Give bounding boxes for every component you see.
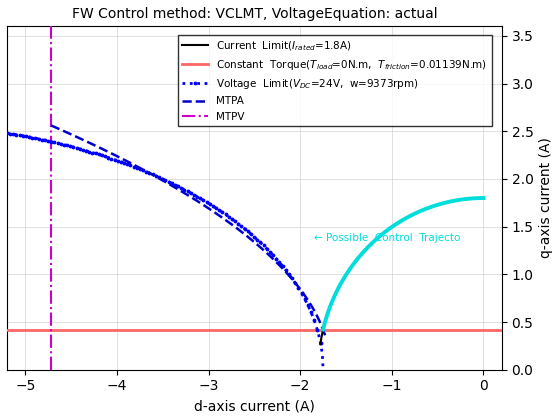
X-axis label: d-axis current (A): d-axis current (A) [194, 399, 315, 413]
Legend: Current  Limit($I_{rated}$=1.8A), Constant  Torque($T_{load}$=0N.m,  $T_{frictio: Current Limit($I_{rated}$=1.8A), Constan… [178, 35, 492, 126]
Current  Limit($I_{rated}$=1.8A) [326, 307, 333, 312]
Voltage  Limit($V_{DC}$=24V,  w=9373rpm) [175, 184, 181, 189]
Voltage  Limit($V_{DC}$=24V,  w=9373rpm) [154, 174, 161, 179]
Current  Limit($I_{rated}$=1.8A) [317, 342, 324, 347]
Constant  Torque($T_{load}$=0N.m,  $T_{friction}$=0.01139N.m) [487, 327, 493, 332]
Voltage  Limit($V_{DC}$=24V,  w=9373rpm) [312, 321, 319, 326]
Voltage  Limit($V_{DC}$=24V,  w=9373rpm) [156, 175, 162, 180]
Title: FW Control method: VCLMT, VoltageEquation: actual: FW Control method: VCLMT, VoltageEquatio… [72, 7, 437, 21]
MTPV [48, 367, 54, 372]
MTPA [211, 209, 217, 214]
Current  Limit($I_{rated}$=1.8A) [323, 317, 329, 322]
Line: Current  Limit($I_{rated}$=1.8A): Current Limit($I_{rated}$=1.8A) [320, 308, 329, 344]
Current  Limit($I_{rated}$=1.8A) [326, 306, 333, 311]
MTPA [49, 123, 55, 128]
Constant  Torque($T_{load}$=0N.m,  $T_{friction}$=0.01139N.m) [298, 327, 305, 332]
Constant  Torque($T_{load}$=0N.m,  $T_{friction}$=0.01139N.m) [409, 327, 416, 332]
Current  Limit($I_{rated}$=1.8A) [325, 307, 332, 312]
MTPA [279, 266, 286, 271]
Current  Limit($I_{rated}$=1.8A) [319, 332, 325, 337]
Constant  Torque($T_{load}$=0N.m,  $T_{friction}$=0.01139N.m) [241, 327, 248, 332]
Current  Limit($I_{rated}$=1.8A) [319, 330, 326, 335]
Voltage  Limit($V_{DC}$=24V,  w=9373rpm) [263, 245, 269, 250]
Voltage  Limit($V_{DC}$=24V,  w=9373rpm) [192, 193, 198, 198]
Line: MTPA: MTPA [51, 125, 326, 338]
MTPA [48, 123, 54, 128]
MTPA [297, 286, 304, 291]
Text: ← Possible  Control  Trajecto: ← Possible Control Trajecto [314, 233, 460, 243]
MTPA [211, 210, 218, 215]
MTPV [48, 272, 54, 277]
MTPA [323, 335, 329, 340]
Constant  Torque($T_{load}$=0N.m,  $T_{friction}$=0.01139N.m) [239, 327, 245, 332]
Voltage  Limit($V_{DC}$=24V,  w=9373rpm) [3, 131, 10, 136]
MTPA [216, 213, 222, 218]
Y-axis label: q-axis current (A): q-axis current (A) [539, 138, 553, 258]
Line: Voltage  Limit($V_{DC}$=24V,  w=9373rpm): Voltage Limit($V_{DC}$=24V, w=9373rpm) [4, 131, 325, 372]
Current  Limit($I_{rated}$=1.8A) [321, 319, 328, 324]
Constant  Torque($T_{load}$=0N.m,  $T_{friction}$=0.01139N.m) [498, 327, 505, 332]
Voltage  Limit($V_{DC}$=24V,  w=9373rpm) [320, 367, 326, 372]
Constant  Torque($T_{load}$=0N.m,  $T_{friction}$=0.01139N.m) [3, 327, 10, 332]
Constant  Torque($T_{load}$=0N.m,  $T_{friction}$=0.01139N.m) [272, 327, 278, 332]
